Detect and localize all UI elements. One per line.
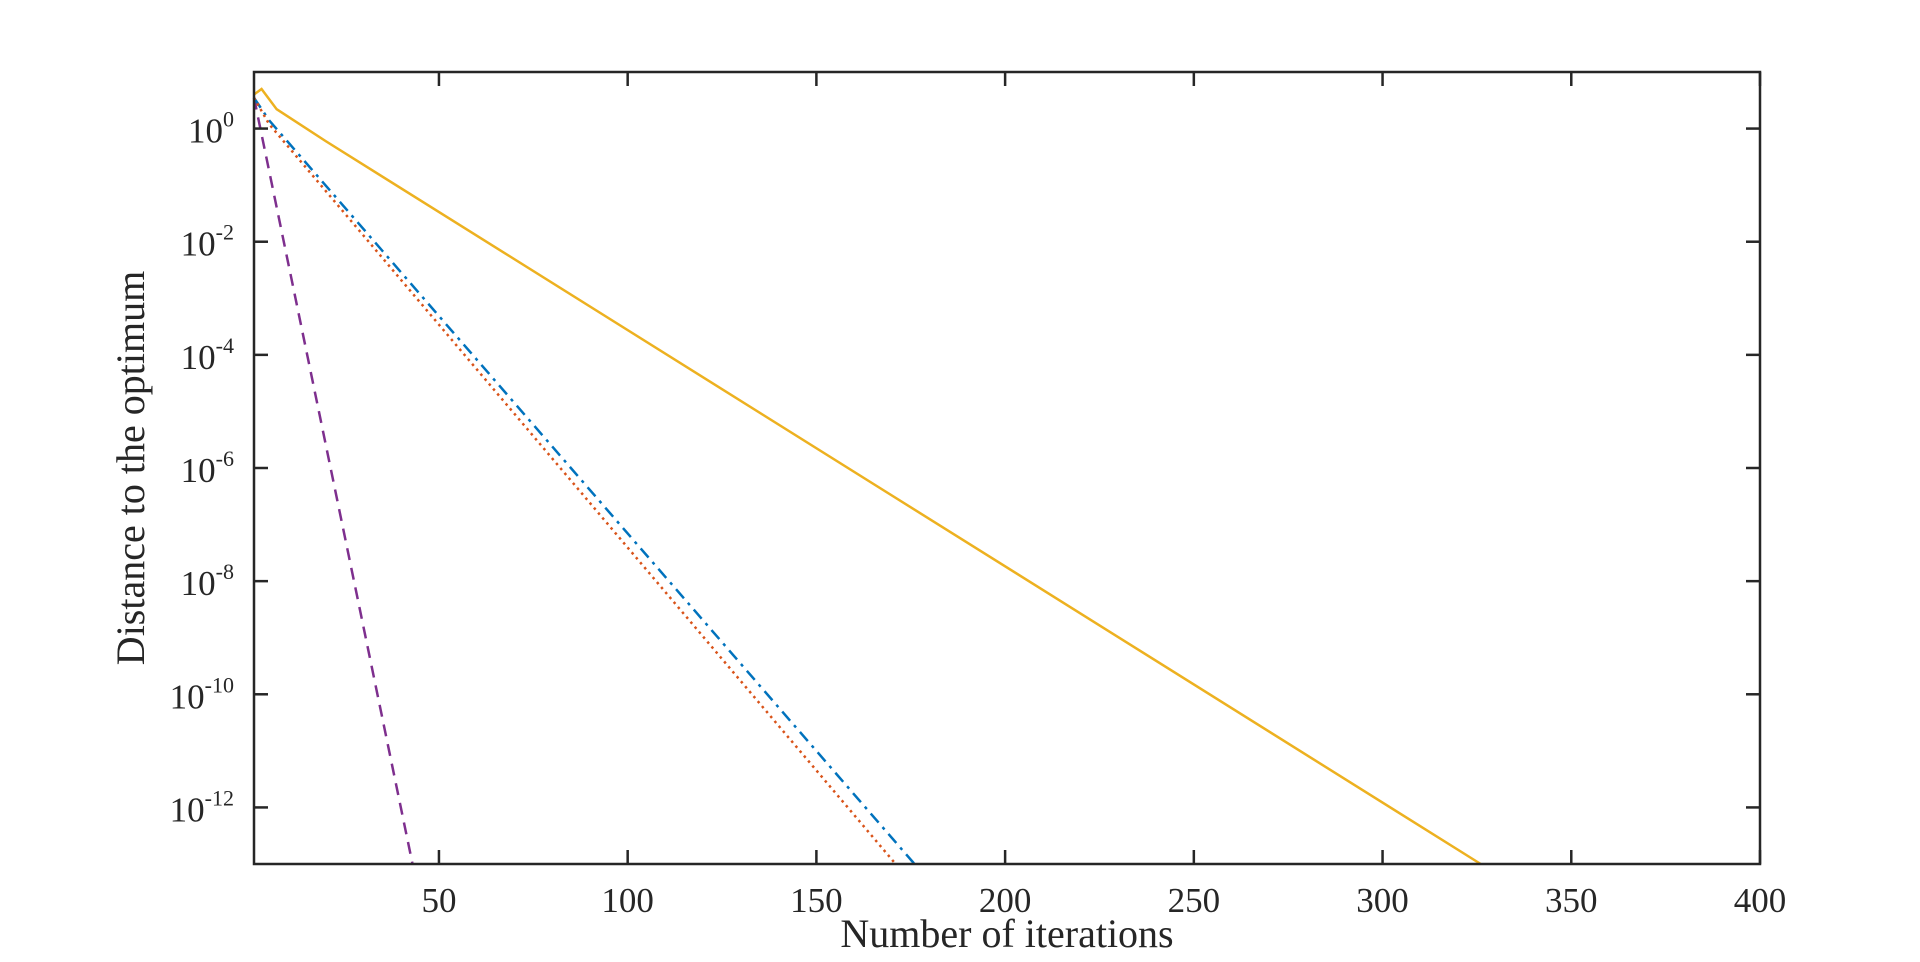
y-tick-label: 10-4	[181, 333, 234, 377]
series-layer	[252, 87, 1482, 866]
y-tick-label: 10-12	[170, 785, 234, 829]
y-tick-labels: 100 10-2 10-4 10-6 10-8 10-10 10-12	[170, 107, 234, 830]
axes-box	[252, 70, 1762, 866]
y-tick-label: 10-10	[170, 672, 234, 716]
x-tick-label: 400	[1734, 881, 1787, 920]
x-tick-labels: 50 100 150 200 250 300 350 400	[421, 881, 1786, 920]
series-line-4	[253, 87, 1482, 866]
series-line-1	[252, 97, 414, 865]
series-line-2	[252, 97, 916, 865]
x-tick-label: 50	[421, 881, 456, 920]
x-tick-label: 250	[1168, 881, 1221, 920]
y-tick-label: 10-6	[181, 446, 234, 490]
y-tick-label: 10-8	[181, 559, 234, 603]
y-axis-title: Distance to the optimum	[108, 271, 153, 665]
x-tick-label: 200	[979, 881, 1032, 920]
plot-area	[254, 72, 1760, 864]
x-tick-label: 350	[1545, 881, 1598, 920]
y-tick-label: 100	[188, 107, 234, 151]
series-line-3	[252, 97, 897, 865]
y-tick-label: 10-2	[181, 220, 234, 264]
x-tick-label: 300	[1356, 881, 1409, 920]
x-tick-label: 100	[601, 881, 654, 920]
x-tick-label: 150	[790, 881, 843, 920]
x-axis-title: Number of iterations	[840, 911, 1173, 956]
